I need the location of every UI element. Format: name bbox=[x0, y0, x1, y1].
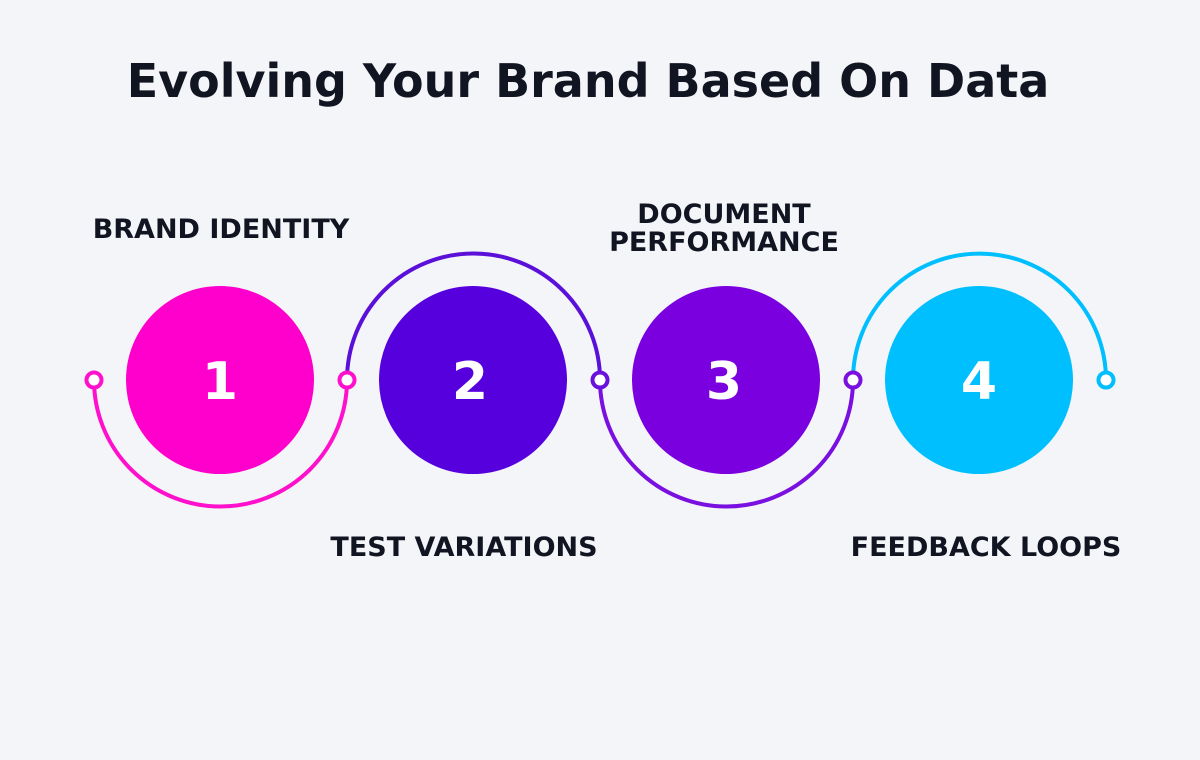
arc bbox=[598, 379, 855, 509]
step-label: FEEDBACK LOOPS bbox=[851, 532, 1122, 563]
arc bbox=[851, 251, 1108, 381]
step-label: TEST VARIATIONS bbox=[330, 532, 597, 563]
step-circle bbox=[885, 286, 1073, 474]
node-dot bbox=[84, 370, 104, 390]
arc bbox=[92, 379, 349, 509]
node-dot bbox=[843, 370, 863, 390]
step-circle bbox=[632, 286, 820, 474]
node-dot bbox=[590, 370, 610, 390]
step-number: 3 bbox=[706, 352, 742, 412]
step-circle bbox=[379, 286, 567, 474]
step-label: DOCUMENT bbox=[637, 199, 811, 230]
step-label: BRAND IDENTITY bbox=[93, 214, 350, 245]
step-number: 2 bbox=[452, 352, 488, 412]
node-dot bbox=[337, 370, 357, 390]
title: Evolving Your Brand Based On Data bbox=[127, 54, 1050, 108]
step-number: 1 bbox=[202, 352, 238, 412]
arc bbox=[345, 251, 602, 381]
node-dot bbox=[1096, 370, 1116, 390]
step-circle bbox=[126, 286, 314, 474]
step-label: PERFORMANCE bbox=[609, 227, 839, 258]
step-number: 4 bbox=[961, 352, 997, 412]
